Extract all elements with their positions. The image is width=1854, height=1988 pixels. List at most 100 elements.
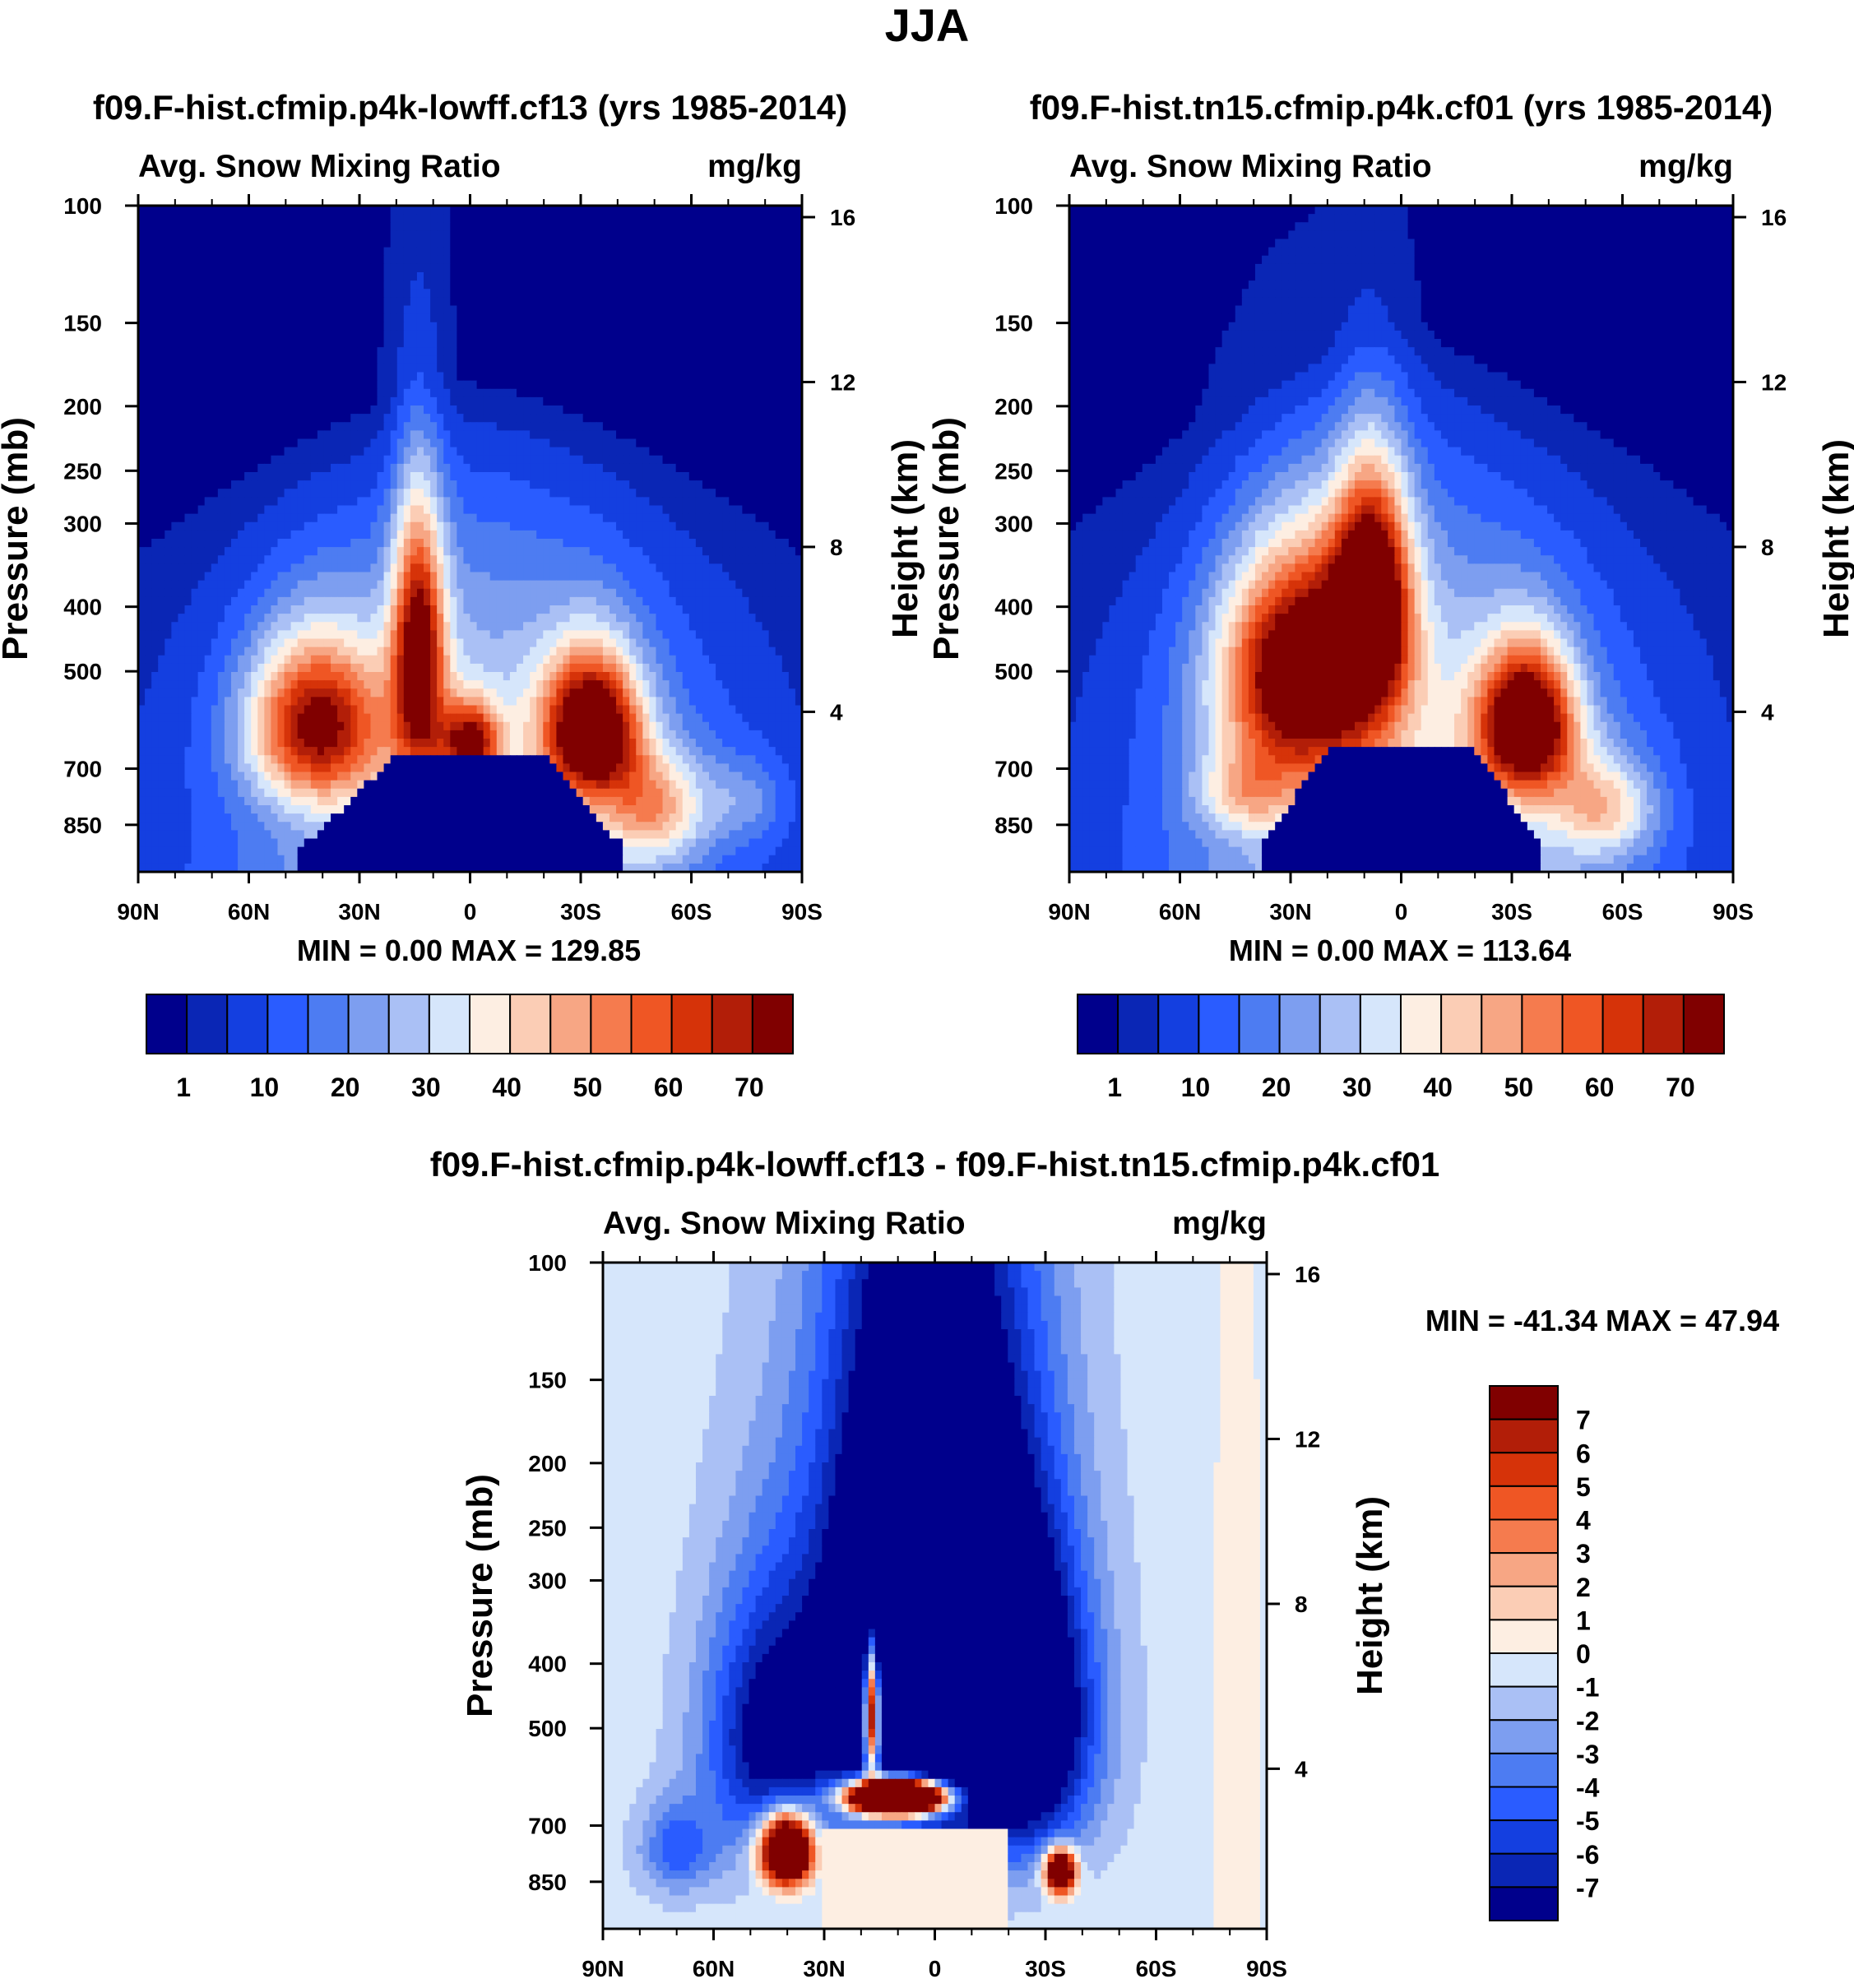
heatmap-cell	[616, 206, 623, 215]
heatmap-cell	[430, 563, 438, 573]
heatmap-cell	[775, 580, 783, 590]
heatmap-cell	[755, 455, 763, 465]
heatmap-cell	[197, 596, 206, 606]
heatmap-cell	[138, 380, 146, 390]
heatmap-cell	[669, 497, 677, 507]
heatmap-cell	[224, 572, 232, 582]
heatmap-cell	[636, 539, 643, 548]
heatmap-cell	[357, 339, 364, 348]
heatmap-cell	[582, 263, 591, 273]
heatmap-cell	[191, 239, 199, 248]
heatmap-cell	[549, 539, 558, 548]
heatmap-cell	[364, 364, 372, 373]
heatmap-cell	[357, 572, 364, 582]
heatmap-cell	[364, 289, 372, 298]
heatmap-cell	[217, 539, 225, 548]
heatmap-cell	[516, 480, 524, 489]
heatmap-cell	[191, 214, 199, 223]
heatmap-cell	[530, 414, 537, 423]
heatmap-cell	[616, 505, 623, 515]
heatmap-cell	[191, 230, 199, 240]
heatmap-cell	[509, 355, 517, 364]
heatmap-cell	[396, 239, 405, 248]
heatmap-cell	[489, 347, 498, 356]
heatmap-cell	[165, 588, 172, 598]
heatmap-cell	[271, 472, 279, 481]
heatmap-cell	[151, 588, 159, 598]
heatmap-cell	[165, 405, 172, 415]
heatmap-cell	[211, 455, 219, 465]
heatmap-cell	[629, 388, 637, 398]
heatmap-cell	[151, 563, 159, 573]
heatmap-cell	[516, 322, 524, 331]
heatmap-cell	[178, 563, 186, 573]
heatmap-cell	[702, 380, 710, 390]
heatmap-cell	[649, 355, 657, 364]
heatmap-cell	[211, 614, 219, 623]
heatmap-cell	[224, 463, 232, 473]
heatmap-cell	[629, 305, 637, 315]
heatmap-cell	[224, 330, 232, 340]
heatmap-cell	[257, 480, 265, 489]
heatmap-cell	[430, 438, 438, 448]
heatmap-cell	[331, 214, 338, 223]
heatmap-cell	[768, 463, 776, 473]
heatmap-cell	[530, 388, 537, 398]
heatmap-cell	[284, 388, 292, 398]
heatmap-cell	[742, 422, 750, 431]
heatmap-cell	[370, 521, 378, 531]
heatmap-cell	[450, 539, 457, 548]
heatmap-cell	[496, 547, 504, 556]
heatmap-cell	[476, 272, 484, 281]
heatmap-cell	[424, 255, 431, 265]
heatmap-cell	[749, 480, 757, 489]
heatmap-cell	[350, 430, 358, 440]
heatmap-cell	[569, 255, 577, 265]
heatmap-cell	[370, 505, 378, 515]
heatmap-cell	[609, 297, 617, 307]
heatmap-cell	[204, 388, 212, 398]
heatmap-cell	[197, 322, 206, 331]
heatmap-cell	[503, 214, 511, 223]
heatmap-cell	[224, 396, 232, 406]
heatmap-cell	[669, 339, 677, 348]
heatmap-cell	[238, 505, 245, 515]
heatmap-cell	[616, 364, 623, 373]
heatmap-cell	[145, 572, 152, 582]
heatmap-cell	[669, 255, 677, 265]
heatmap-cell	[716, 339, 723, 348]
heatmap-cell	[145, 272, 152, 281]
heatmap-cell	[503, 230, 511, 240]
heatmap-cell	[735, 355, 743, 364]
heatmap-cell	[569, 580, 577, 590]
heatmap-cell	[410, 380, 418, 390]
heatmap-cell	[271, 380, 279, 390]
heatmap-cell	[284, 330, 292, 340]
heatmap-cell	[224, 247, 232, 257]
heatmap-cell	[609, 513, 617, 523]
heatmap-cell	[576, 588, 584, 598]
heatmap-cell	[509, 596, 517, 606]
heatmap-cell	[317, 521, 325, 531]
heatmap-cell	[609, 463, 617, 473]
heatmap-cell	[788, 513, 796, 523]
heatmap-cell	[669, 572, 677, 582]
heatmap-cell	[430, 230, 438, 240]
heatmap-cell	[768, 355, 776, 364]
heatmap-cell	[682, 455, 690, 465]
heatmap-cell	[629, 539, 637, 548]
heatmap-cell	[775, 513, 783, 523]
heatmap-cell	[284, 521, 292, 531]
heatmap-cell	[795, 364, 803, 373]
heatmap-cell	[656, 364, 664, 373]
heatmap-cell	[470, 347, 478, 356]
heatmap-cell	[264, 547, 271, 556]
heatmap-cell	[509, 539, 517, 548]
heatmap-cell	[364, 539, 372, 548]
heatmap-cell	[344, 372, 351, 382]
heatmap-cell	[556, 614, 564, 623]
heatmap-cell	[503, 372, 511, 382]
heatmap-cell	[337, 430, 345, 440]
heatmap-cell	[191, 497, 199, 507]
heatmap-cell	[483, 572, 491, 582]
